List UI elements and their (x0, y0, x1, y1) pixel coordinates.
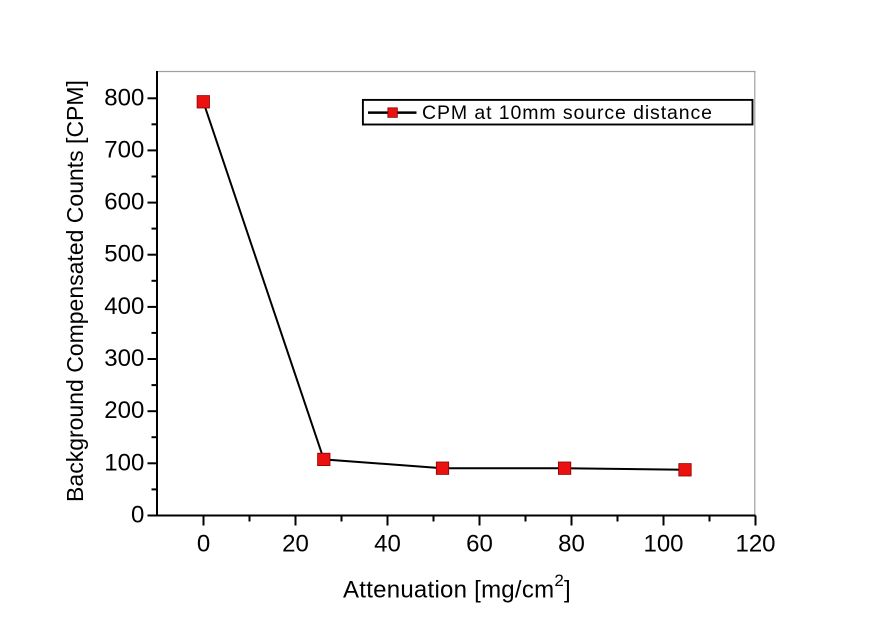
svg-text:Attenuation [mg/cm2]: Attenuation [mg/cm2] (343, 571, 571, 604)
svg-text:500: 500 (104, 241, 144, 268)
svg-text:0: 0 (197, 531, 210, 558)
svg-text:700: 700 (104, 136, 144, 163)
svg-text:60: 60 (466, 531, 493, 558)
svg-text:0: 0 (131, 502, 144, 529)
svg-text:800: 800 (104, 84, 144, 111)
svg-text:400: 400 (104, 293, 144, 320)
svg-text:40: 40 (374, 531, 401, 558)
svg-text:80: 80 (558, 531, 585, 558)
svg-text:100: 100 (104, 449, 144, 476)
svg-text:600: 600 (104, 189, 144, 216)
svg-text:20: 20 (282, 531, 309, 558)
svg-text:Background Compensated Counts: Background Compensated Counts [CPM] (62, 80, 88, 502)
svg-text:300: 300 (104, 345, 144, 372)
svg-text:120: 120 (735, 531, 775, 558)
svg-text:100: 100 (643, 531, 683, 558)
svg-text:CPM at 10mm source distance: CPM at 10mm source distance (422, 102, 713, 124)
svg-text:200: 200 (104, 397, 144, 424)
